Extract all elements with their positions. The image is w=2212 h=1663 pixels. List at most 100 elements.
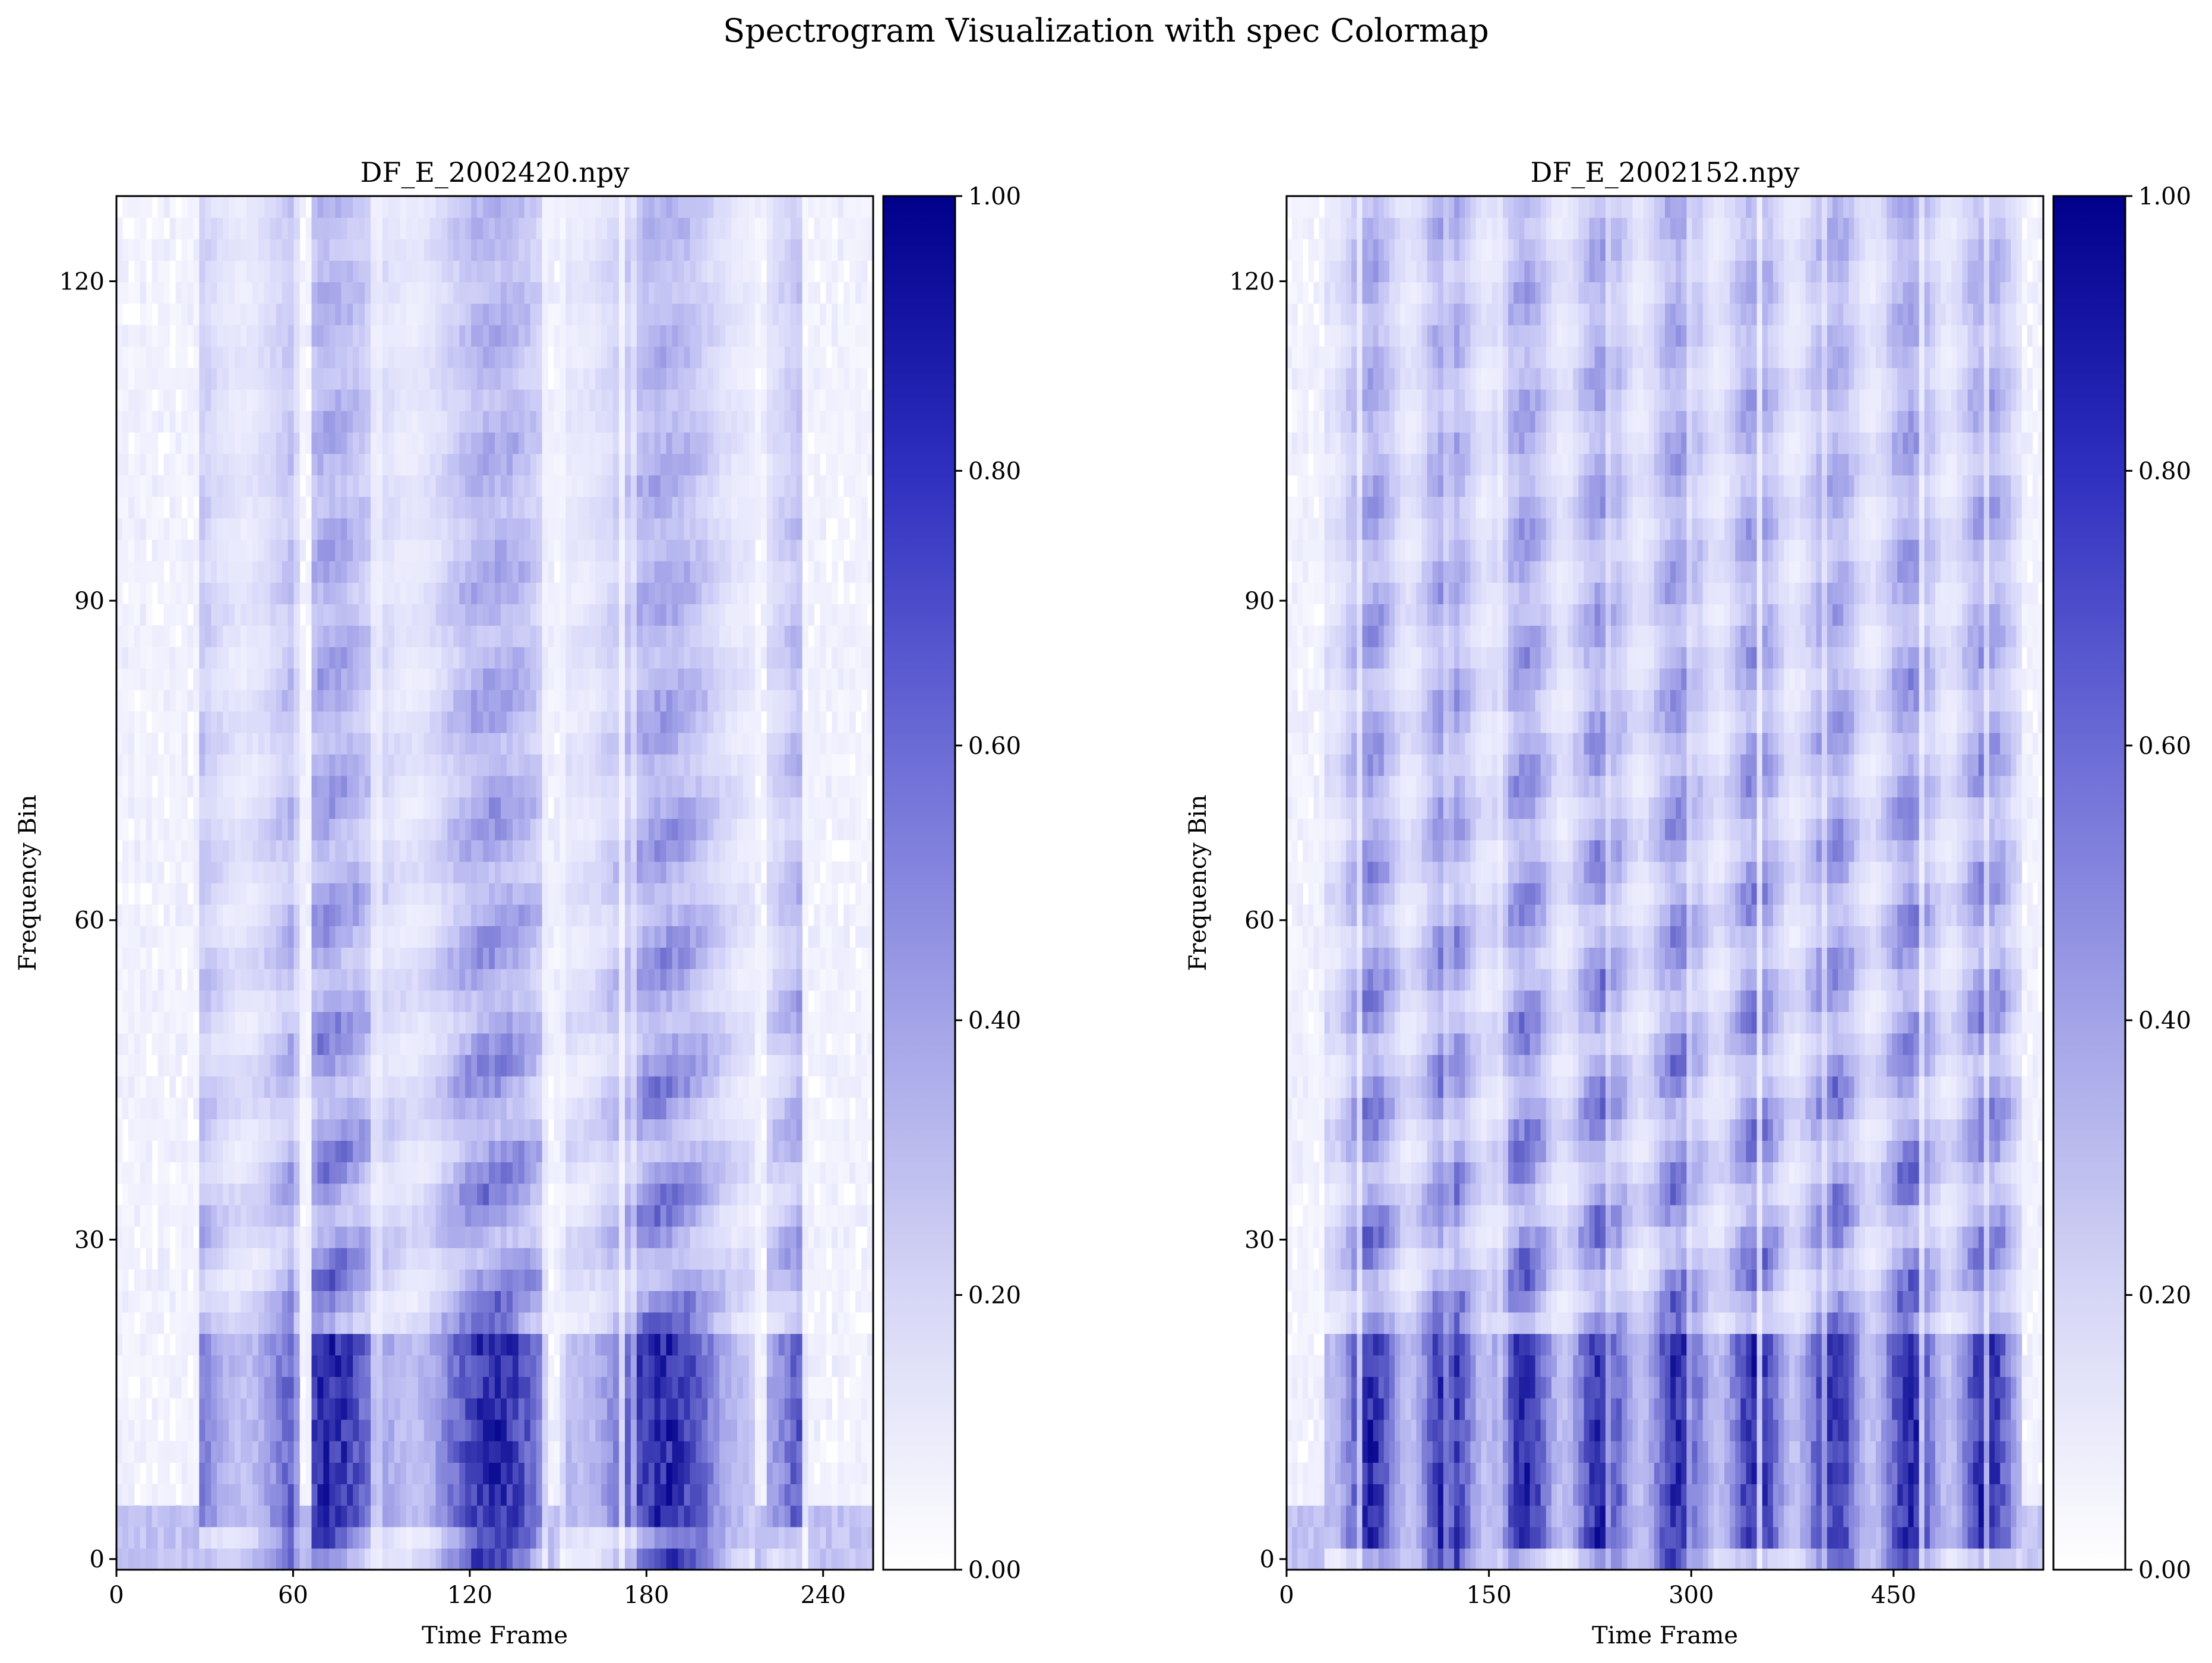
heatmap-cell — [187, 1526, 194, 1549]
heatmap-cell — [376, 775, 383, 798]
heatmap-cell — [229, 475, 235, 497]
heatmap-cell — [223, 260, 229, 283]
heatmap-cell — [412, 411, 419, 433]
heatmap-cell — [400, 646, 407, 669]
heatmap-cell — [293, 861, 301, 883]
heatmap-cell — [282, 733, 289, 755]
heatmap-cell — [424, 1226, 431, 1248]
heatmap-cell — [205, 990, 211, 1012]
heatmap-cell — [424, 668, 431, 690]
heatmap-cell — [406, 282, 413, 304]
heatmap-cell — [223, 754, 229, 776]
heatmap-cell — [565, 840, 572, 862]
heatmap-cell — [536, 1333, 543, 1356]
heatmap-cell — [530, 797, 537, 819]
heatmap-cell — [365, 582, 371, 604]
heatmap-cell — [542, 904, 549, 926]
heatmap-cell — [483, 1140, 489, 1163]
heatmap-cell — [335, 411, 342, 433]
heatmap-cell — [187, 539, 194, 561]
heatmap-cell — [524, 1226, 531, 1248]
heatmap-cell — [441, 1462, 448, 1485]
heatmap-cell — [365, 754, 371, 776]
heatmap-cell — [489, 668, 495, 690]
heatmap-cell — [465, 1269, 472, 1291]
heatmap-cell — [258, 1119, 265, 1141]
heatmap-cell — [524, 733, 531, 755]
heatmap-cell — [341, 1055, 347, 1077]
heatmap-cell — [299, 840, 306, 862]
heatmap-cell — [287, 1333, 295, 1356]
heatmap-cell — [258, 1376, 265, 1399]
heatmap-cell — [258, 754, 265, 776]
heatmap-cell — [341, 1548, 347, 1570]
heatmap-cell — [217, 840, 223, 862]
heatmap-cell — [483, 1076, 489, 1098]
heatmap-cell — [554, 1526, 561, 1549]
heatmap-cell — [495, 1204, 501, 1227]
heatmap-cell — [270, 1076, 277, 1098]
heatmap-cell — [282, 1441, 289, 1463]
heatmap-cell — [394, 754, 401, 776]
heatmap-cell — [317, 303, 324, 326]
heatmap-cell — [459, 904, 466, 926]
heatmap-cell — [317, 1312, 324, 1334]
heatmap-cell — [406, 582, 413, 604]
heatmap-cell — [577, 711, 584, 733]
heatmap-cell — [424, 539, 431, 561]
heatmap-cell — [518, 1398, 525, 1420]
heatmap-cell — [453, 1011, 460, 1034]
heatmap-cell — [293, 1484, 301, 1506]
heatmap-cell — [453, 1355, 460, 1377]
heatmap-cell — [134, 475, 141, 497]
heatmap-cell — [489, 1011, 495, 1034]
heatmap-cell — [217, 1505, 223, 1528]
heatmap-cell — [530, 1033, 537, 1055]
heatmap-cell — [241, 196, 247, 218]
heatmap-cell — [554, 1204, 561, 1227]
heatmap-cell — [235, 1441, 241, 1463]
heatmap-cell — [565, 1548, 572, 1570]
heatmap-cell — [264, 711, 271, 733]
heatmap-cell — [400, 1441, 407, 1463]
heatmap-cell — [554, 1462, 561, 1485]
heatmap-cell — [524, 1526, 531, 1549]
heatmap-cell — [489, 840, 495, 862]
heatmap-cell — [465, 1355, 472, 1377]
heatmap-cell — [560, 1140, 567, 1163]
heatmap-cell — [287, 1312, 295, 1334]
heatmap-cell — [536, 561, 543, 583]
heatmap-cell — [571, 1333, 578, 1356]
heatmap-cell — [311, 1355, 318, 1377]
heatmap-cell — [140, 453, 147, 476]
heatmap-cell — [577, 904, 584, 926]
heatmap-cell — [471, 797, 478, 819]
heatmap-cell — [571, 1376, 578, 1399]
heatmap-cell — [270, 775, 277, 798]
heatmap-cell — [264, 1119, 271, 1141]
heatmap-cell — [134, 604, 141, 626]
heatmap-cell — [169, 625, 176, 648]
heatmap-cell — [424, 1355, 431, 1377]
heatmap-cell — [276, 539, 283, 561]
heatmap-cell — [175, 947, 182, 970]
heatmap-cell — [424, 346, 431, 368]
heatmap-cell — [465, 411, 472, 433]
heatmap-cell — [435, 324, 443, 347]
heatmap-cell — [394, 689, 401, 712]
heatmap-cell — [441, 646, 448, 669]
heatmap-cell — [489, 775, 495, 798]
heatmap-cell — [441, 239, 448, 261]
heatmap-cell — [247, 1548, 253, 1570]
heatmap-cell — [199, 539, 206, 561]
heatmap-cell — [471, 1484, 478, 1506]
heatmap-cell — [447, 346, 454, 368]
heatmap-cell — [128, 840, 135, 862]
heatmap-cell — [400, 1119, 407, 1141]
heatmap-cell — [465, 260, 472, 283]
heatmap-cell — [512, 1097, 519, 1119]
heatmap-cell — [418, 1484, 425, 1506]
heatmap-cell — [347, 1097, 353, 1119]
heatmap-cell — [223, 861, 229, 883]
heatmap-cell — [163, 389, 170, 411]
